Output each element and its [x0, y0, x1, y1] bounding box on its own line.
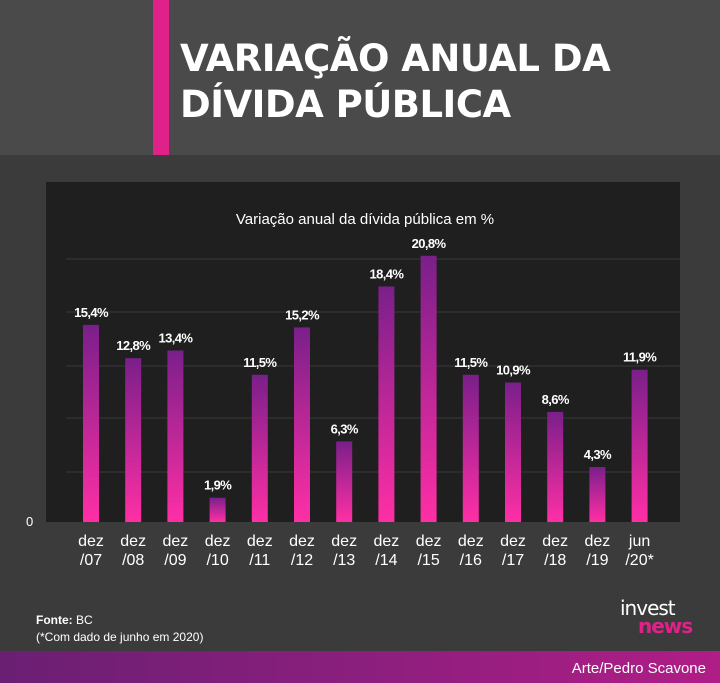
y-axis-tick-label: 0 [26, 514, 34, 529]
x-tick-label-line: /14 [375, 552, 398, 569]
x-tick-label-line: dez [584, 533, 611, 550]
x-tick-label-line: dez [78, 533, 104, 550]
art-credit: Arte/Pedro Scavone [571, 660, 706, 677]
investnews-logo: invest news [620, 598, 712, 644]
x-tick-label: jun/20* [618, 532, 662, 570]
bar-value-label: 15,4% [74, 305, 109, 320]
x-tick-label: dez/17 [491, 532, 535, 570]
x-tick-label-line: dez [246, 533, 273, 550]
x-tick-label: dez/11 [238, 532, 282, 570]
logo-text-invest: invest [620, 596, 676, 620]
bar-chart: Variação anual da dívida pública em % 15… [66, 211, 680, 523]
x-tick-label-line: dez [289, 533, 315, 550]
bar [209, 497, 226, 522]
bar-value-label: 10,9% [496, 363, 531, 378]
bar [631, 369, 648, 522]
x-tick-label-line: /08 [122, 552, 145, 569]
bars [83, 255, 648, 523]
bar [420, 255, 437, 523]
page-title: VARIAÇÃO ANUAL DA DÍVIDA PÚBLICA [180, 36, 700, 128]
header-panel [0, 0, 720, 155]
bar-value-label: 4,3% [584, 447, 612, 462]
accent-bar [153, 0, 169, 155]
bar [462, 374, 479, 522]
bar [251, 374, 268, 522]
x-tick-label-line: /16 [459, 552, 482, 569]
x-tick-label: dez/10 [196, 532, 240, 570]
x-tick-label-line: dez [457, 533, 484, 550]
x-tick-label: dez/07 [69, 532, 113, 570]
bar [589, 467, 606, 522]
page-title-line1: VARIAÇÃO ANUAL DA [180, 37, 611, 80]
bottom-band: Arte/Pedro Scavone [0, 651, 720, 683]
logo-text-news: news [638, 614, 693, 638]
x-tick-label-line: dez [120, 533, 147, 550]
bar-value-label: 8,6% [542, 392, 570, 407]
bar [505, 382, 521, 522]
bar [294, 327, 310, 522]
x-tick-label: dez/16 [449, 532, 493, 570]
bar [378, 286, 395, 522]
x-tick-label-line: /18 [544, 552, 567, 569]
x-tick-label-line: /07 [79, 552, 103, 569]
bar [547, 411, 564, 522]
bar-value-label: 11,5% [243, 355, 277, 370]
x-tick-label-line: /12 [290, 552, 314, 569]
footnote: (*Com dado de junho em 2020) [36, 630, 204, 644]
x-tick-label-line: /11 [249, 552, 271, 569]
source-note: Fonte: BC [36, 613, 93, 627]
bar [83, 324, 99, 522]
x-tick-label: dez/15 [407, 532, 451, 570]
x-tick-label-line: dez [373, 533, 400, 550]
x-tick-label-line: dez [500, 533, 526, 550]
x-tick-label: dez/18 [533, 532, 577, 570]
bar-value-label: 11,9% [623, 350, 657, 365]
bar-value-label: 15,2% [285, 307, 320, 322]
bar-value-label: 6,3% [331, 421, 359, 436]
x-tick-label-line: jun [628, 533, 651, 550]
x-tick-label-line: /15 [417, 552, 440, 569]
x-tick-label-line: dez [331, 533, 358, 550]
x-tick-label-line: dez [415, 533, 442, 550]
x-tick-label-line: /09 [164, 552, 187, 569]
source-label: Fonte: [36, 613, 73, 627]
bar [336, 441, 353, 522]
x-tick-label-line: /19 [586, 552, 609, 569]
x-tick-label-line: dez [542, 533, 569, 550]
x-tick-label-line: /10 [206, 552, 229, 569]
x-tick-label: dez/12 [280, 532, 324, 570]
gridlines [66, 258, 680, 473]
x-tick-label-line: /20* [625, 552, 654, 569]
bar-value-label: 1,9% [204, 478, 232, 493]
x-tick-label: dez/13 [322, 532, 366, 570]
x-tick-label: dez/09 [153, 532, 197, 570]
x-tick-label-line: /13 [333, 552, 356, 569]
bar-value-label: 13,4% [158, 331, 193, 346]
bar-labels: 15,4% 12,8% 13,4% 1,9% 11,5% 15,2% 6,3% 18,4% 20… [74, 236, 658, 493]
source-value: BC [72, 613, 93, 627]
page-title-line2: DÍVIDA PÚBLICA [180, 83, 511, 126]
bar-value-label: 11,5% [454, 355, 488, 370]
x-tick-label-line: dez [204, 533, 231, 550]
bar-value-label: 20,8% [412, 236, 447, 251]
chart-panel: Variação anual da dívida pública em % 15… [46, 182, 680, 523]
bar-value-label: 12,8% [116, 338, 151, 353]
bar-value-label: 18,4% [369, 267, 404, 282]
chart-title: Variação anual da dívida pública em % [236, 211, 494, 228]
x-tick-label-line: /17 [501, 552, 525, 569]
x-tick-label: dez/08 [111, 532, 155, 570]
bar [167, 350, 184, 522]
x-tick-label: dez/14 [364, 532, 408, 570]
x-tick-label: dez/19 [575, 532, 619, 570]
bar [125, 358, 142, 522]
x-tick-label-line: dez [162, 533, 189, 550]
